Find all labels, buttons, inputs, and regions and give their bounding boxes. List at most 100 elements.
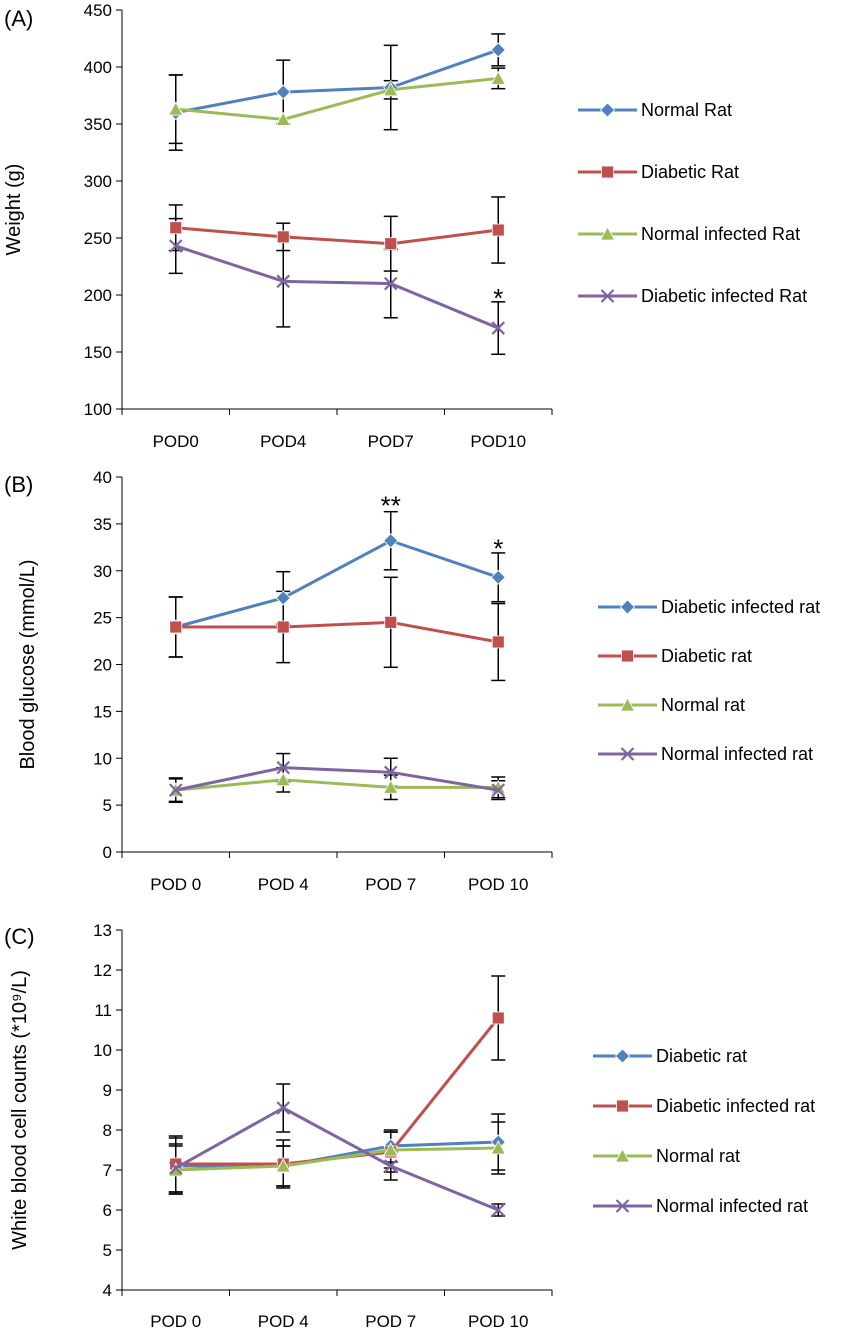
y-tick-label: 15: [93, 702, 112, 721]
legend-label: Normal infected Rat: [641, 224, 800, 244]
data-point: [383, 533, 399, 549]
legend-item: Normal infected Rat: [578, 224, 800, 244]
x-tick-label: POD 10: [468, 875, 528, 894]
legend-item: Diabetic infected rat: [593, 1096, 815, 1116]
legend-label: Diabetic infected Rat: [641, 286, 807, 306]
x-tick-label: POD0: [153, 432, 199, 451]
legend-item: Normal Rat: [578, 100, 732, 120]
x-tick-label: POD 7: [365, 875, 416, 894]
y-tick-label: 6: [103, 1201, 112, 1220]
y-tick-label: 4: [103, 1281, 112, 1300]
legend-label: Diabetic Rat: [641, 162, 739, 182]
legend-marker: [614, 1048, 631, 1064]
data-point: [383, 1159, 398, 1173]
x-tick-label: POD 7: [365, 1312, 416, 1331]
series-line-0: [175, 1140, 499, 1168]
y-tick-label: 35: [93, 515, 112, 534]
legend-marker: [616, 1099, 629, 1113]
y-tick-label: 20: [93, 656, 112, 675]
y-tick-label: 8: [103, 1121, 112, 1140]
legend-label: Diabetic infected rat: [656, 1096, 815, 1116]
series-line-0: [175, 539, 499, 629]
x-tick-label: POD10: [470, 432, 526, 451]
data-point: [276, 230, 290, 244]
data-point: [491, 783, 506, 797]
legend-marker: [600, 289, 615, 303]
y-axis-title: Weight (g): [3, 164, 25, 256]
legend: Diabetic rat Diabetic infected rat Normal …: [593, 1046, 815, 1216]
data-point: [383, 81, 399, 97]
y-tick-label: 40: [93, 468, 112, 487]
data-point: [491, 321, 506, 335]
legend-label: Diabetic rat: [656, 1046, 747, 1066]
significance-annotation: *: [493, 533, 503, 563]
legend-item: Normal rat: [598, 695, 745, 715]
data-point: [491, 1203, 506, 1217]
legend-label: Normal rat: [661, 695, 745, 715]
x-tick-label: POD 4: [258, 875, 309, 894]
data-point: [384, 237, 398, 251]
legend-marker: [599, 226, 616, 241]
data-point: [168, 101, 184, 116]
x-tick-label: POD 10: [468, 1312, 528, 1331]
legend-item: Diabetic rat: [593, 1046, 747, 1066]
legend: Normal Rat Diabetic Rat Normal infected Ra…: [578, 100, 807, 306]
significance-annotation: *: [493, 283, 503, 313]
series-line-1: [175, 620, 499, 644]
x-tick-label: POD4: [260, 432, 306, 451]
data-point: [490, 1140, 506, 1155]
y-tick-label: 0: [103, 843, 112, 862]
legend-item: Diabetic rat: [598, 646, 752, 666]
y-axis-title: White blood cell counts (*10⁹/L): [9, 970, 31, 1250]
x-tick-label: POD 0: [150, 875, 201, 894]
legend-label: Normal infected rat: [661, 744, 813, 764]
series-line-3: [175, 1106, 499, 1212]
series-line-3: [175, 244, 499, 330]
chart-panel-2: (C) 4 5 6 7 8 9 10 11 12 13 POD 0 POD 4 POD 7 POD 10 Wh…: [4, 921, 815, 1331]
x-tick-label: POD 0: [150, 1312, 201, 1331]
series-line-2: [175, 76, 499, 121]
legend-marker: [621, 649, 634, 663]
data-point: [275, 590, 291, 606]
data-point: [276, 1101, 291, 1115]
data-point: [383, 276, 398, 291]
y-tick-label: 12: [93, 961, 112, 980]
data-point: [491, 1011, 505, 1025]
data-point: [490, 569, 506, 585]
y-tick-label: 100: [84, 400, 112, 419]
legend-marker: [615, 1199, 630, 1213]
data-point: [169, 221, 183, 235]
y-tick-label: 400: [84, 58, 112, 77]
data-point: [168, 783, 183, 797]
data-point: [491, 223, 505, 237]
legend-marker: [614, 1148, 631, 1163]
y-tick-label: 13: [93, 921, 112, 940]
chart-panel-1: (B) 0 5 10 15 20 25 30 35 40 POD 0 POD 4 POD 7 POD 10…: [4, 468, 820, 894]
x-tick-label: POD7: [368, 432, 414, 451]
data-point: [276, 760, 291, 775]
legend-item: Normal infected rat: [598, 744, 813, 764]
y-tick-label: 5: [103, 796, 112, 815]
legend-marker: [619, 599, 636, 615]
significance-annotation: **: [381, 490, 401, 520]
y-tick-label: 450: [84, 1, 112, 20]
panel-label: (C): [4, 924, 35, 949]
panel-label: (A): [4, 6, 33, 31]
y-tick-label: 5: [103, 1241, 112, 1260]
y-tick-label: 350: [84, 115, 112, 134]
data-point: [276, 620, 290, 634]
chart-panel-0: (A) 100 150 200 250 300 350 400 450 POD0 POD4 POD7 P…: [3, 1, 807, 451]
legend-marker: [619, 697, 636, 712]
panel-label: (B): [4, 472, 33, 497]
data-point: [168, 1161, 183, 1175]
data-point: [168, 239, 183, 253]
y-tick-label: 25: [93, 609, 112, 628]
legend-label: Normal infected rat: [656, 1196, 808, 1216]
y-tick-label: 9: [103, 1081, 112, 1100]
series-line-0: [175, 48, 499, 115]
series-line-2: [175, 778, 499, 792]
y-tick-label: 10: [93, 749, 112, 768]
y-tick-label: 11: [94, 1001, 112, 1020]
y-axis-title: Blood glucose (mmol/L): [17, 559, 39, 769]
data-point: [169, 620, 183, 634]
